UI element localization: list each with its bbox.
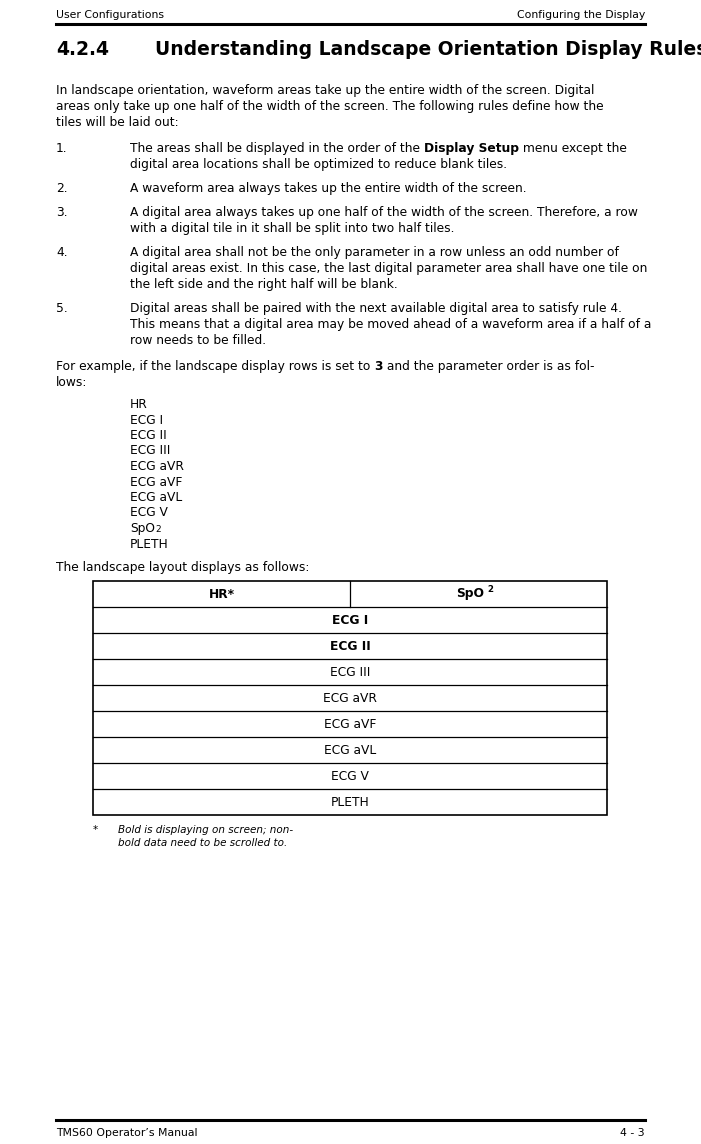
Text: 5.: 5. bbox=[56, 302, 68, 315]
Text: bold data need to be scrolled to.: bold data need to be scrolled to. bbox=[118, 839, 287, 848]
Text: 4.2.4: 4.2.4 bbox=[56, 40, 109, 59]
Text: 2: 2 bbox=[155, 525, 161, 534]
Text: The landscape layout displays as follows:: The landscape layout displays as follows… bbox=[56, 561, 309, 574]
Text: SpO: SpO bbox=[456, 588, 484, 601]
Text: TMS60 Operator’s Manual: TMS60 Operator’s Manual bbox=[56, 1128, 198, 1138]
Text: The areas shall be displayed in the order of the: The areas shall be displayed in the orde… bbox=[130, 142, 424, 154]
Text: digital areas exist. In this case, the last digital parameter area shall have on: digital areas exist. In this case, the l… bbox=[130, 262, 648, 275]
Text: A digital area always takes up one half of the width of the screen. Therefore, a: A digital area always takes up one half … bbox=[130, 206, 638, 219]
Text: User Configurations: User Configurations bbox=[56, 10, 164, 19]
Text: 1.: 1. bbox=[56, 142, 67, 154]
Text: Understanding Landscape Orientation Display Rules: Understanding Landscape Orientation Disp… bbox=[155, 40, 701, 59]
Text: and the parameter order is as fol-: and the parameter order is as fol- bbox=[383, 360, 594, 373]
Text: ECG I: ECG I bbox=[332, 613, 368, 627]
Text: ECG III: ECG III bbox=[329, 666, 370, 678]
Text: 3.: 3. bbox=[56, 206, 67, 219]
Text: digital area locations shall be optimized to reduce blank tiles.: digital area locations shall be optimize… bbox=[130, 158, 507, 170]
Text: HR: HR bbox=[130, 398, 148, 411]
Text: HR*: HR* bbox=[208, 588, 235, 601]
Text: the left side and the right half will be blank.: the left side and the right half will be… bbox=[130, 278, 397, 291]
Text: Configuring the Display: Configuring the Display bbox=[517, 10, 645, 19]
Text: Display Setup: Display Setup bbox=[424, 142, 519, 154]
Text: ECG V: ECG V bbox=[130, 507, 168, 519]
Text: *: * bbox=[93, 825, 98, 835]
Text: PLETH: PLETH bbox=[130, 538, 169, 550]
Text: SpO: SpO bbox=[130, 522, 155, 535]
Text: 2.: 2. bbox=[56, 182, 67, 194]
Text: In landscape orientation, waveform areas take up the entire width of the screen.: In landscape orientation, waveform areas… bbox=[56, 84, 594, 97]
Text: Bold is displaying on screen; non-: Bold is displaying on screen; non- bbox=[118, 825, 293, 835]
Text: 4.: 4. bbox=[56, 246, 67, 259]
Text: For example, if the landscape display rows is set to: For example, if the landscape display ro… bbox=[56, 360, 374, 373]
Text: Digital areas shall be paired with the next available digital area to satisfy ru: Digital areas shall be paired with the n… bbox=[130, 302, 622, 315]
Text: ECG aVR: ECG aVR bbox=[323, 691, 377, 705]
Text: ECG II: ECG II bbox=[329, 639, 370, 652]
Text: ECG aVF: ECG aVF bbox=[324, 717, 376, 731]
Text: lows:: lows: bbox=[56, 376, 88, 389]
Text: This means that a digital area may be moved ahead of a waveform area if a half o: This means that a digital area may be mo… bbox=[130, 318, 651, 331]
Text: A waveform area always takes up the entire width of the screen.: A waveform area always takes up the enti… bbox=[130, 182, 526, 194]
Text: ECG V: ECG V bbox=[331, 770, 369, 782]
Text: PLETH: PLETH bbox=[331, 795, 369, 809]
Text: 2: 2 bbox=[487, 586, 494, 595]
Text: 3: 3 bbox=[374, 360, 383, 373]
Text: areas only take up one half of the width of the screen. The following rules defi: areas only take up one half of the width… bbox=[56, 100, 604, 113]
Text: row needs to be filled.: row needs to be filled. bbox=[130, 334, 266, 347]
Text: ECG aVL: ECG aVL bbox=[130, 491, 182, 505]
Text: ECG aVR: ECG aVR bbox=[130, 460, 184, 472]
Text: ECG I: ECG I bbox=[130, 413, 163, 427]
Text: with a digital tile in it shall be split into two half tiles.: with a digital tile in it shall be split… bbox=[130, 222, 454, 235]
Text: ECG II: ECG II bbox=[130, 429, 167, 442]
Text: A digital area shall not be the only parameter in a row unless an odd number of: A digital area shall not be the only par… bbox=[130, 246, 619, 259]
Text: ECG aVL: ECG aVL bbox=[324, 744, 376, 756]
Text: menu except the: menu except the bbox=[519, 142, 627, 154]
Text: ECG aVF: ECG aVF bbox=[130, 476, 182, 488]
Text: tiles will be laid out:: tiles will be laid out: bbox=[56, 116, 179, 129]
Text: 4 - 3: 4 - 3 bbox=[620, 1128, 645, 1138]
Bar bbox=[93, 581, 607, 815]
Text: ECG III: ECG III bbox=[130, 445, 170, 458]
